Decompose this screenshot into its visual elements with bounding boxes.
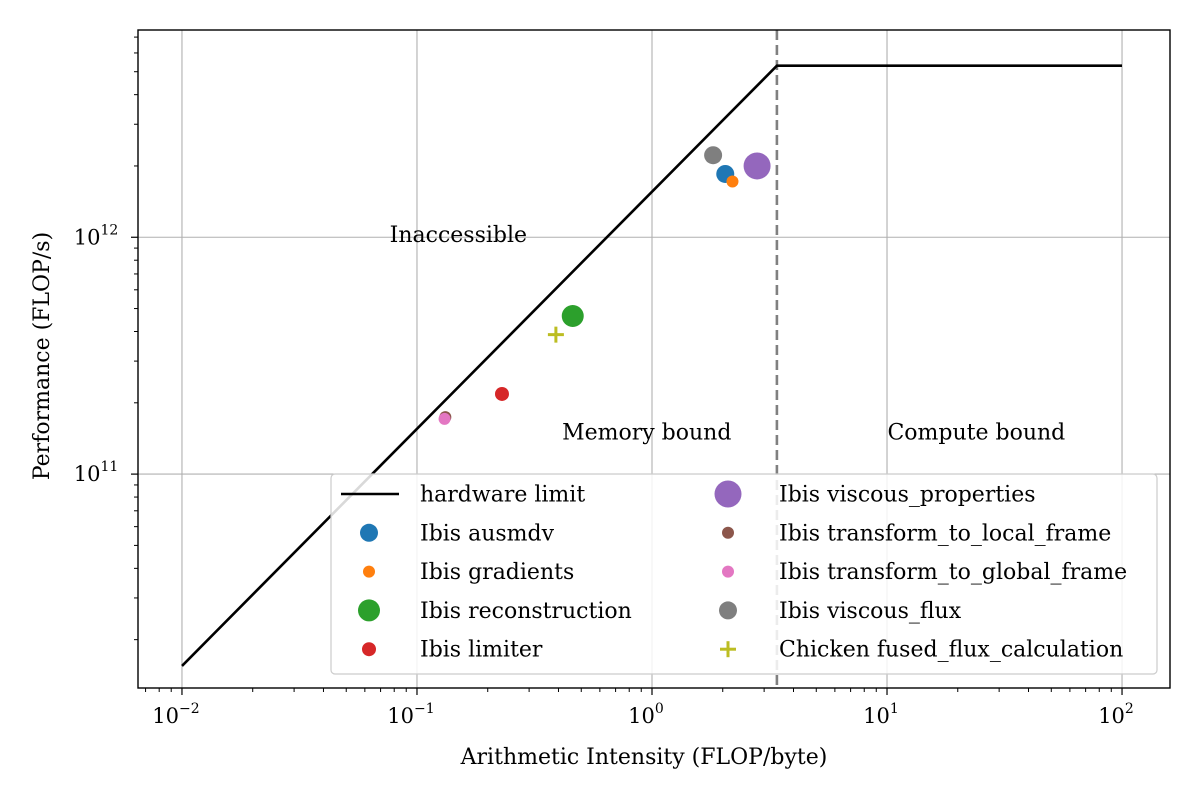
x-axis-label: Arithmetic Intensity (FLOP/byte) (460, 745, 828, 770)
legend-box (330, 473, 1158, 675)
legend-item: Ibis transform_to_local_frame (722, 521, 1111, 546)
point-ibis-transform-to-global-frame (438, 412, 451, 425)
legend-label: Ibis transform_to_local_frame (779, 521, 1111, 546)
legend-marker (362, 642, 376, 657)
x-tick-label: 101 (863, 701, 899, 728)
legend-item: Ibis viscous_properties (714, 480, 1036, 508)
legend-item: Ibis reconstruction (358, 599, 632, 624)
legend-marker (358, 599, 380, 622)
legend-marker (722, 526, 734, 539)
legend-marker (722, 565, 734, 578)
roofline-hardware-limit (181, 64, 1122, 667)
y-axis-label: Performance (FLOP/s) (30, 232, 55, 480)
legend-marker (720, 641, 736, 658)
x-tick-label: 10−1 (387, 701, 434, 728)
legend-item: Chicken fused_flux_calculation (720, 638, 1123, 663)
y-tick-label: 1011 (74, 459, 119, 486)
legend-label: Ibis viscous_flux (779, 599, 962, 624)
legend-item: Ibis gradients (363, 560, 574, 585)
legend-label: Chicken fused_flux_calculation (779, 638, 1123, 663)
data-points (438, 146, 771, 425)
point-ibis-viscous-properties (743, 152, 771, 180)
annotations: Inaccessible Memory bound Compute bound (390, 223, 1066, 445)
major-ticks: 10−2 10−1 100 101 102 1011 1012 (74, 222, 1134, 728)
legend-item: Ibis transform_to_global_frame (722, 560, 1127, 585)
legend-label: Ibis viscous_properties (779, 483, 1036, 508)
region-annotation: Inaccessible (390, 223, 527, 248)
legend-item: hardware limit (341, 483, 585, 508)
legend-label: Ibis limiter (420, 638, 543, 663)
legend-label: Ibis transform_to_global_frame (779, 560, 1127, 585)
legend-label: Ibis gradients (420, 560, 574, 585)
legend-marker (363, 565, 375, 578)
point-chicken-fused-flux-calculation (547, 326, 564, 343)
x-tick-label: 100 (628, 701, 664, 728)
legend-marker (360, 523, 378, 542)
legend: hardware limit Ibis ausmdv Ibis gradients I… (330, 473, 1158, 675)
legend-item: Ibis viscous_flux (719, 599, 962, 624)
plot-frame (137, 29, 1171, 689)
legend-label: Ibis reconstruction (420, 599, 632, 624)
point-ibis-reconstruction (561, 305, 584, 328)
legend-item: Ibis limiter (362, 638, 543, 663)
point-ibis-viscous-flux (704, 146, 723, 165)
point-ibis-gradients (726, 175, 739, 188)
legend-label: hardware limit (420, 483, 585, 508)
region-annotation: Memory bound (562, 420, 731, 445)
x-tick-label: 10−2 (152, 701, 199, 728)
y-tick-label: 1012 (74, 222, 119, 249)
x-tick-label: 102 (1098, 701, 1134, 728)
legend-item: Ibis ausmdv (360, 521, 555, 546)
point-ibis-limiter (494, 386, 509, 401)
legend-label: Ibis ausmdv (420, 521, 555, 546)
legend-marker (714, 480, 742, 508)
legend-marker (719, 601, 737, 620)
region-annotation: Compute bound (887, 420, 1065, 445)
